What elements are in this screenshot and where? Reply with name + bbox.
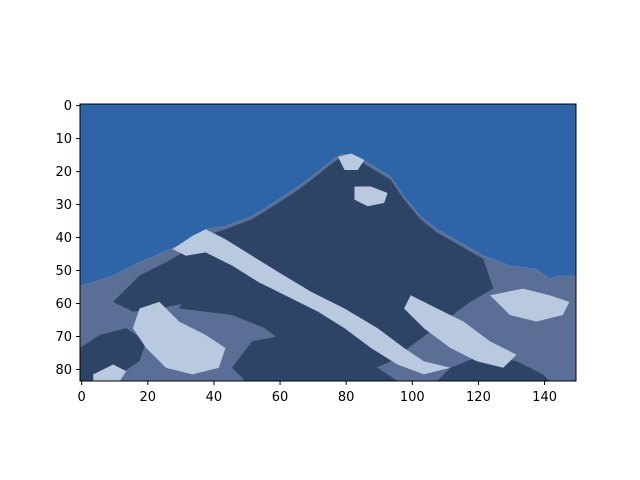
image-region-main-snow-ridge <box>172 229 451 375</box>
x-tick-label: 40 <box>206 390 223 405</box>
y-tick-label: 20 <box>55 165 72 180</box>
image-region-lower-middle-dark <box>232 334 398 381</box>
image-region-summit-snow-patch <box>354 186 388 207</box>
image-region-lower-left-dark <box>80 328 147 381</box>
y-axis: 0 10 20 30 40 50 60 70 80 <box>55 99 80 378</box>
plot-frame <box>79 103 577 382</box>
image-layer <box>80 104 576 381</box>
image-region-left-shoulder-dark <box>113 242 213 312</box>
y-tick-label: 60 <box>55 297 72 312</box>
x-tick-label: 20 <box>140 390 157 405</box>
image-region-main-peak-dark <box>179 156 494 375</box>
y-tick-label: 10 <box>55 132 72 147</box>
image-region-right-snow-field <box>490 288 570 322</box>
image-region-left-snow-field <box>132 301 226 375</box>
image-region-left-snow-patch <box>93 364 127 381</box>
x-tick-label: 80 <box>338 390 355 405</box>
x-tick-label: 120 <box>466 390 491 405</box>
x-axis: 0 20 40 60 80 100 120 140 <box>78 381 557 405</box>
image-region-right-snow-ridge <box>404 295 517 368</box>
y-tick-label: 30 <box>55 198 72 213</box>
x-tick-label: 60 <box>272 390 289 405</box>
x-tick-label: 140 <box>532 390 557 405</box>
y-tick-label: 0 <box>64 99 72 114</box>
x-tick-label: 100 <box>400 390 425 405</box>
y-tick-label: 50 <box>55 264 72 279</box>
image-region-sky <box>80 104 576 286</box>
y-tick-label: 70 <box>55 330 72 345</box>
y-tick-label: 40 <box>55 231 72 246</box>
image-region-lower-right-dark <box>437 354 550 381</box>
y-tick-label: 80 <box>55 363 72 378</box>
image-region-summit-snow-cap <box>337 153 365 170</box>
x-tick-label: 0 <box>78 390 86 405</box>
